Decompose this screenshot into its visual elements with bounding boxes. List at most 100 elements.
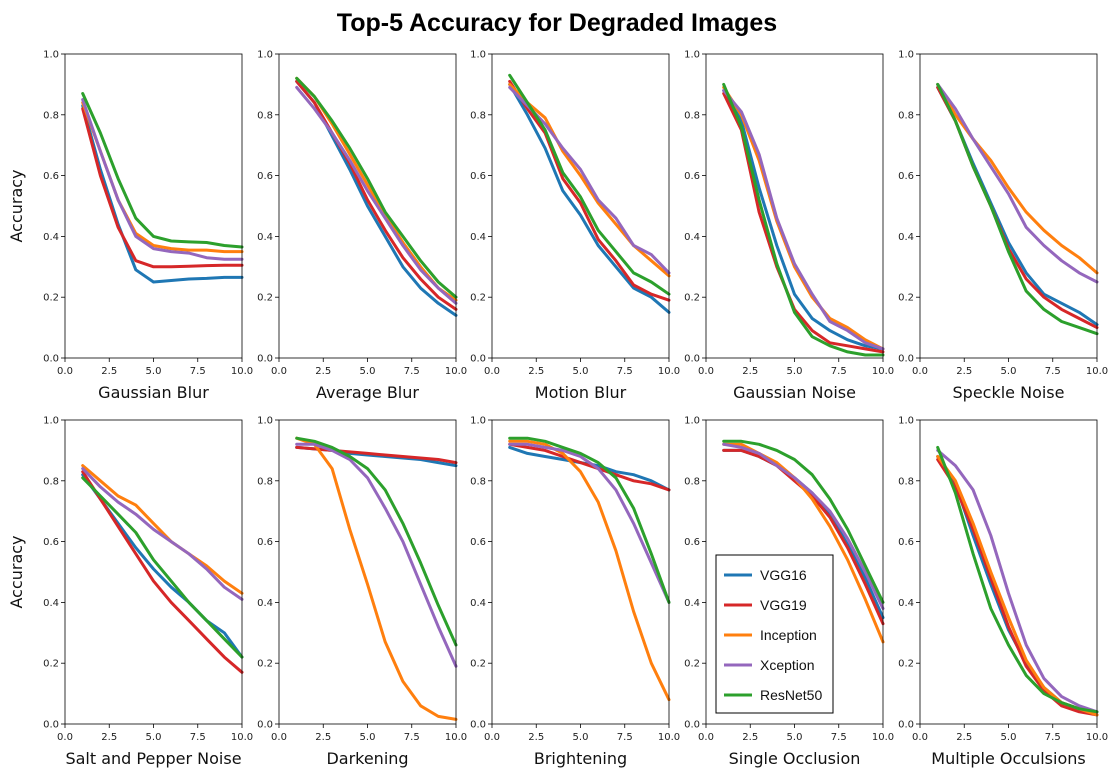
legend-label: ResNet50 bbox=[760, 687, 822, 703]
x-tick-label: 5.0 bbox=[573, 732, 589, 743]
y-tick-label: 0.6 bbox=[684, 171, 700, 182]
series-line-vgg19 bbox=[81, 107, 244, 269]
y-tick-label: 1.0 bbox=[898, 416, 914, 427]
x-axis-label: Salt and Pepper Noise bbox=[65, 749, 241, 768]
x-axis-label: Darkening bbox=[326, 749, 408, 768]
y-tick-label: 0.0 bbox=[43, 720, 59, 731]
x-tick-label: 0.0 bbox=[698, 732, 714, 743]
series-line-xception bbox=[81, 98, 244, 261]
x-tick-label: 7.5 bbox=[404, 366, 420, 377]
x-tick-label: 2.5 bbox=[742, 732, 758, 743]
y-tick-label: 0.8 bbox=[43, 110, 59, 121]
panel-motion-blur: 0.0 0.2 0.4 0.6 0.8 1.0 0.0 2.5 5.0 7.5 10.0 Motion… bbox=[470, 50, 680, 403]
y-tick-label: 0.4 bbox=[43, 232, 59, 243]
x-tick-label: 10.0 bbox=[872, 732, 894, 743]
y-tick-label: 0.8 bbox=[43, 476, 59, 487]
y-tick-label: 1.0 bbox=[470, 50, 486, 61]
x-tick-label: 5.0 bbox=[360, 732, 376, 743]
x-tick-label: 0.0 bbox=[271, 732, 287, 743]
x-tick-label: 10.0 bbox=[658, 366, 680, 377]
panel-darkening: 0.0 0.2 0.4 0.6 0.8 1.0 0.0 2.5 5.0 7.5 10.0 Darken… bbox=[257, 416, 467, 769]
y-tick-label: 0.6 bbox=[43, 171, 59, 182]
x-tick-label: 7.5 bbox=[1045, 366, 1061, 377]
series-line-xception bbox=[722, 442, 885, 610]
x-tick-label: 5.0 bbox=[573, 366, 589, 377]
legend-entry-resnet50: ResNet50 bbox=[724, 687, 822, 703]
y-tick-label: 0.0 bbox=[470, 354, 486, 365]
x-tick-label: 7.5 bbox=[831, 732, 847, 743]
x-tick-label: 10.0 bbox=[445, 732, 467, 743]
x-axis-label: Gaussian Noise bbox=[733, 383, 856, 402]
y-tick-label: 0.2 bbox=[43, 293, 59, 304]
series-line-xception bbox=[81, 467, 244, 601]
y-tick-label: 1.0 bbox=[898, 50, 914, 61]
y-tick-label: 0.0 bbox=[898, 354, 914, 365]
x-tick-label: 5.0 bbox=[1001, 732, 1017, 743]
x-tick-label: 10.0 bbox=[658, 732, 680, 743]
panel-average-blur: 0.0 0.2 0.4 0.6 0.8 1.0 0.0 2.5 5.0 7.5 10.0 Averag… bbox=[257, 50, 467, 403]
series-line-xception bbox=[722, 89, 885, 351]
y-tick-label: 0.6 bbox=[470, 537, 486, 548]
y-tick-label: 0.0 bbox=[257, 720, 273, 731]
series-line-resnet50 bbox=[81, 476, 244, 659]
series-line-xception bbox=[295, 85, 458, 305]
x-tick-label: 10.0 bbox=[1086, 366, 1108, 377]
series-line-inception bbox=[295, 436, 458, 721]
x-tick-label: 5.0 bbox=[787, 366, 803, 377]
x-tick-label: 0.0 bbox=[484, 732, 500, 743]
series-line-inception bbox=[508, 82, 671, 278]
plot-area bbox=[920, 420, 1097, 724]
y-tick-label: 1.0 bbox=[684, 50, 700, 61]
y-tick-label: 0.2 bbox=[684, 659, 700, 670]
x-tick-label: 2.5 bbox=[742, 366, 758, 377]
x-tick-label: 7.5 bbox=[190, 366, 206, 377]
x-axis-label: Speckle Noise bbox=[953, 383, 1065, 402]
series-line-inception bbox=[508, 439, 671, 702]
x-tick-label: 7.5 bbox=[617, 366, 633, 377]
y-tick-label: 0.2 bbox=[257, 293, 273, 304]
y-tick-label: 0.0 bbox=[257, 354, 273, 365]
x-axis-label: Gaussian Blur bbox=[98, 383, 209, 402]
panel-gaussian-noise: 0.0 0.2 0.4 0.6 0.8 1.0 0.0 2.5 5.0 7.5 10.0 Gaussi… bbox=[684, 50, 894, 403]
series-line-vgg19 bbox=[936, 458, 1099, 717]
x-tick-label: 0.0 bbox=[271, 366, 287, 377]
panel-brightening: 0.0 0.2 0.4 0.6 0.8 1.0 0.0 2.5 5.0 7.5 10.0 Bright… bbox=[470, 416, 680, 769]
x-tick-label: 7.5 bbox=[831, 366, 847, 377]
x-tick-label: 7.5 bbox=[1045, 732, 1061, 743]
x-tick-label: 5.0 bbox=[787, 732, 803, 743]
panel-speckle-noise: 0.0 0.2 0.4 0.6 0.8 1.0 0.0 2.5 5.0 7.5 10.0 Speckl… bbox=[898, 50, 1108, 403]
x-tick-label: 7.5 bbox=[190, 732, 206, 743]
y-tick-label: 1.0 bbox=[43, 416, 59, 427]
x-tick-label: 2.5 bbox=[528, 366, 544, 377]
x-axis-label: Brightening bbox=[534, 749, 627, 768]
y-tick-label: 0.4 bbox=[470, 232, 486, 243]
x-tick-label: 5.0 bbox=[360, 366, 376, 377]
y-tick-label: 0.4 bbox=[684, 598, 700, 609]
y-tick-label: 0.4 bbox=[470, 598, 486, 609]
y-tick-label: 0.6 bbox=[43, 537, 59, 548]
y-tick-label: 1.0 bbox=[43, 50, 59, 61]
y-tick-label: 0.4 bbox=[257, 598, 273, 609]
x-tick-label: 0.0 bbox=[912, 732, 928, 743]
x-tick-label: 10.0 bbox=[1086, 732, 1108, 743]
y-tick-label: 0.6 bbox=[898, 171, 914, 182]
x-tick-label: 0.0 bbox=[698, 366, 714, 377]
y-tick-label: 0.6 bbox=[257, 171, 273, 182]
series-line-resnet50 bbox=[936, 445, 1099, 714]
x-tick-label: 5.0 bbox=[146, 366, 162, 377]
x-tick-label: 7.5 bbox=[404, 732, 420, 743]
y-tick-label: 0.6 bbox=[470, 171, 486, 182]
legend-entry-vgg19: VGG19 bbox=[724, 597, 807, 613]
y-tick-label: 1.0 bbox=[470, 416, 486, 427]
panel-multiple-occulsions: 0.0 0.2 0.4 0.6 0.8 1.0 0.0 2.5 5.0 7.5 10.0Multip… bbox=[898, 416, 1108, 769]
series-line-vgg16 bbox=[508, 82, 671, 314]
x-tick-label: 0.0 bbox=[57, 366, 73, 377]
series-line-resnet50 bbox=[722, 439, 885, 604]
x-tick-label: 0.0 bbox=[912, 366, 928, 377]
y-tick-label: 0.0 bbox=[684, 354, 700, 365]
y-tick-label: 0.0 bbox=[470, 720, 486, 731]
y-tick-label: 0.2 bbox=[257, 659, 273, 670]
x-tick-label: 10.0 bbox=[445, 366, 467, 377]
series-line-vgg19 bbox=[508, 442, 671, 492]
